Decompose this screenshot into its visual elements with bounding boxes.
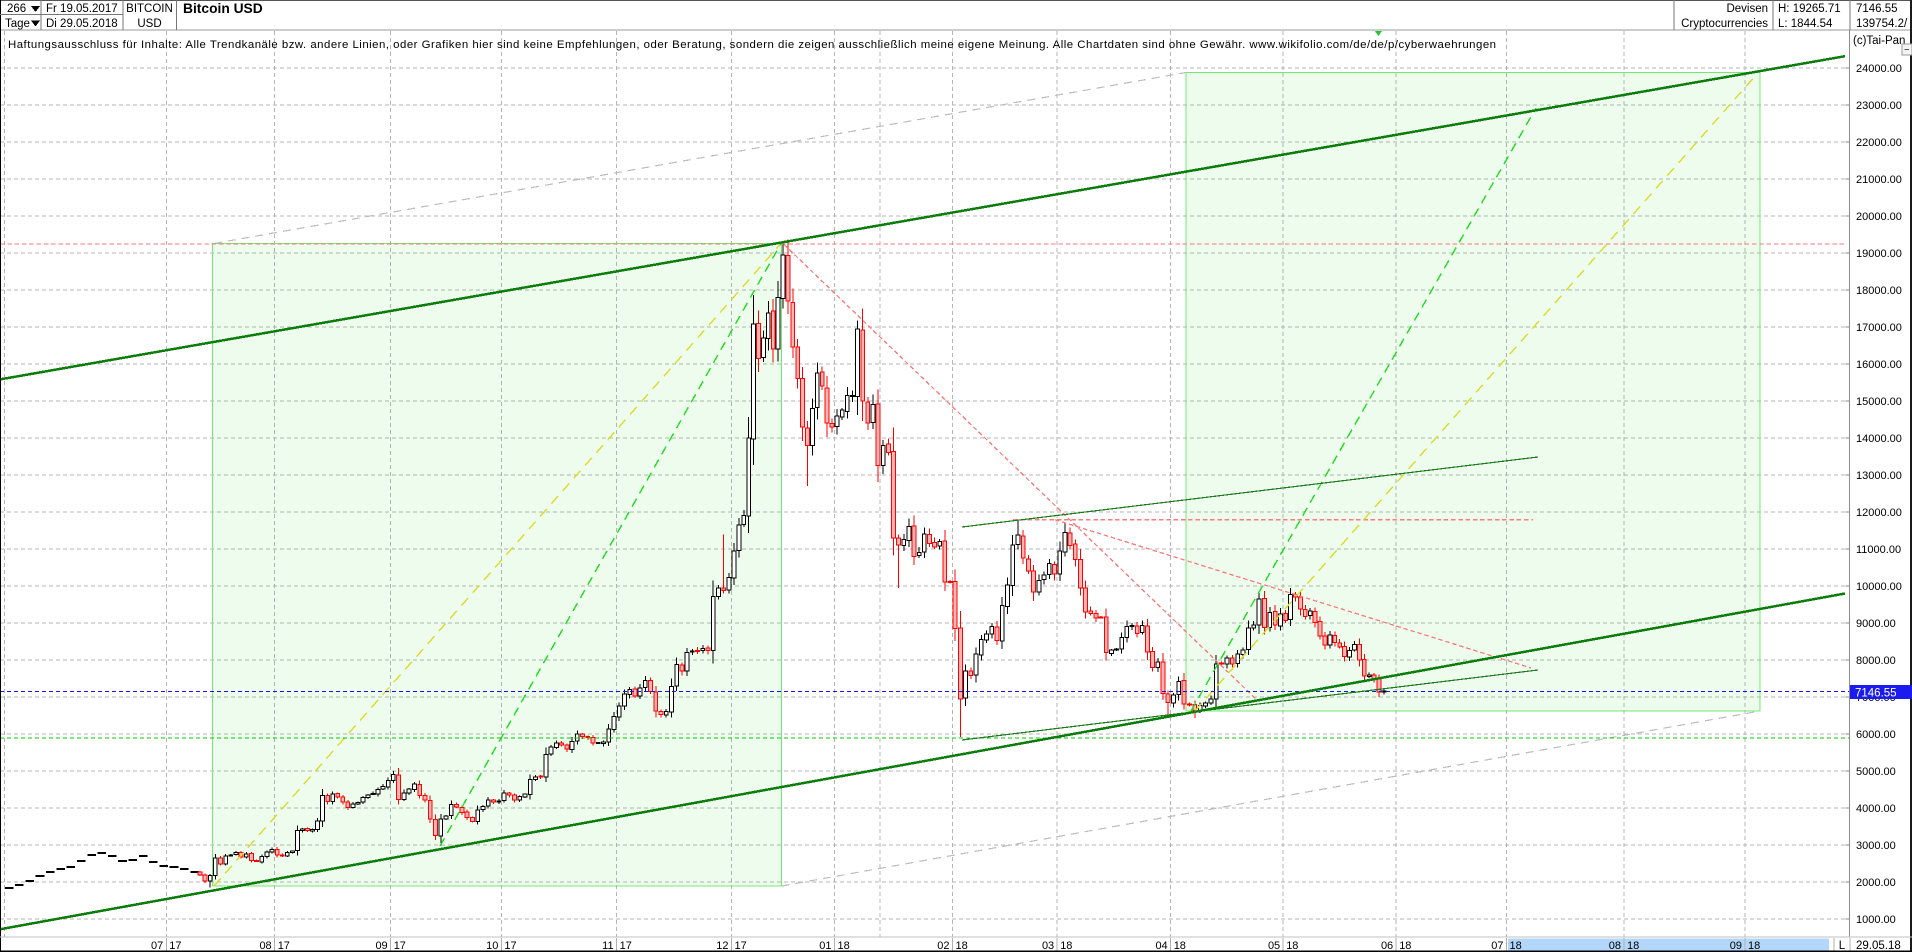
svg-text:17: 17 xyxy=(504,940,516,952)
svg-text:02: 02 xyxy=(937,940,949,952)
svg-text:18: 18 xyxy=(838,940,850,952)
svg-text:18: 18 xyxy=(1174,940,1186,952)
svg-text:03: 03 xyxy=(1042,940,1054,952)
svg-text:7146.55: 7146.55 xyxy=(1856,3,1898,15)
svg-text:Tage: Tage xyxy=(5,18,30,30)
svg-text:21000.00: 21000.00 xyxy=(1856,174,1902,186)
svg-text:15000.00: 15000.00 xyxy=(1856,396,1902,408)
svg-text:07: 07 xyxy=(151,940,163,952)
svg-text:10: 10 xyxy=(486,940,498,952)
svg-text:Di 29.05.2018: Di 29.05.2018 xyxy=(46,18,118,30)
svg-text:18: 18 xyxy=(1399,940,1411,952)
svg-text:19000.00: 19000.00 xyxy=(1856,248,1902,260)
svg-text:2000.00: 2000.00 xyxy=(1856,877,1896,889)
svg-text:18: 18 xyxy=(1748,940,1760,952)
svg-text:17: 17 xyxy=(735,940,747,952)
svg-text:4000.00: 4000.00 xyxy=(1856,803,1896,815)
svg-text:10000.00: 10000.00 xyxy=(1856,581,1902,593)
svg-text:Haftungsausschluss für Inhalte: Haftungsausschluss für Inhalte: Alle Tre… xyxy=(8,39,1496,51)
svg-text:266: 266 xyxy=(7,3,26,15)
svg-text:BITCOIN: BITCOIN xyxy=(126,3,173,15)
svg-text:29.05.18: 29.05.18 xyxy=(1856,940,1901,952)
svg-text:L: L xyxy=(1839,940,1846,952)
svg-text:23000.00: 23000.00 xyxy=(1856,100,1902,112)
svg-text:06: 06 xyxy=(1381,940,1393,952)
svg-text:139754.2/: 139754.2/ xyxy=(1856,18,1908,30)
svg-text:1000.00: 1000.00 xyxy=(1856,914,1896,926)
svg-text:04: 04 xyxy=(1155,940,1167,952)
svg-text:22000.00: 22000.00 xyxy=(1856,137,1902,149)
svg-text:12: 12 xyxy=(716,940,728,952)
svg-text:11000.00: 11000.00 xyxy=(1856,544,1901,556)
svg-text:Cryptocurrencies: Cryptocurrencies xyxy=(1681,18,1768,30)
svg-text:18: 18 xyxy=(956,940,968,952)
svg-text:5000.00: 5000.00 xyxy=(1856,766,1896,778)
svg-text:11: 11 xyxy=(602,940,613,952)
svg-text:17: 17 xyxy=(169,940,181,952)
svg-text:08: 08 xyxy=(1609,940,1621,952)
svg-text:01: 01 xyxy=(819,940,831,952)
svg-text:09: 09 xyxy=(1730,940,1742,952)
svg-text:17: 17 xyxy=(394,940,406,952)
svg-text:17: 17 xyxy=(620,940,632,952)
svg-text:7146.55: 7146.55 xyxy=(1855,688,1897,700)
svg-text:07: 07 xyxy=(1491,940,1503,952)
svg-text:Bitcoin USD: Bitcoin USD xyxy=(183,1,263,16)
svg-text:12000.00: 12000.00 xyxy=(1856,507,1902,519)
svg-text:17000.00: 17000.00 xyxy=(1856,322,1902,334)
svg-text:13000.00: 13000.00 xyxy=(1856,470,1902,482)
svg-text:14000.00: 14000.00 xyxy=(1856,433,1902,445)
svg-text:USD: USD xyxy=(137,18,161,30)
svg-text:08: 08 xyxy=(259,940,271,952)
svg-text:18: 18 xyxy=(1060,940,1072,952)
svg-text:16000.00: 16000.00 xyxy=(1856,359,1902,371)
svg-text:05: 05 xyxy=(1268,940,1280,952)
svg-text:18000.00: 18000.00 xyxy=(1856,285,1902,297)
svg-text:(c)Tai-Pan: (c)Tai-Pan xyxy=(1853,35,1905,47)
svg-text:3000.00: 3000.00 xyxy=(1856,840,1896,852)
svg-text:09: 09 xyxy=(375,940,387,952)
svg-text:Fr 19.05.2017: Fr 19.05.2017 xyxy=(46,3,118,15)
svg-text:18: 18 xyxy=(1286,940,1298,952)
svg-text:6000.00: 6000.00 xyxy=(1856,729,1896,741)
svg-text:18: 18 xyxy=(1510,940,1522,952)
svg-text:18: 18 xyxy=(1627,940,1639,952)
svg-text:H: 19265.71: H: 19265.71 xyxy=(1778,3,1841,15)
svg-text:17: 17 xyxy=(278,940,290,952)
svg-text:L: 1844.54: L: 1844.54 xyxy=(1778,18,1833,30)
svg-text:24000.00: 24000.00 xyxy=(1856,63,1902,75)
svg-text:8000.00: 8000.00 xyxy=(1856,655,1896,667)
svg-text:Devisen: Devisen xyxy=(1726,3,1768,15)
svg-text:20000.00: 20000.00 xyxy=(1856,211,1902,223)
svg-text:9000.00: 9000.00 xyxy=(1856,618,1896,630)
